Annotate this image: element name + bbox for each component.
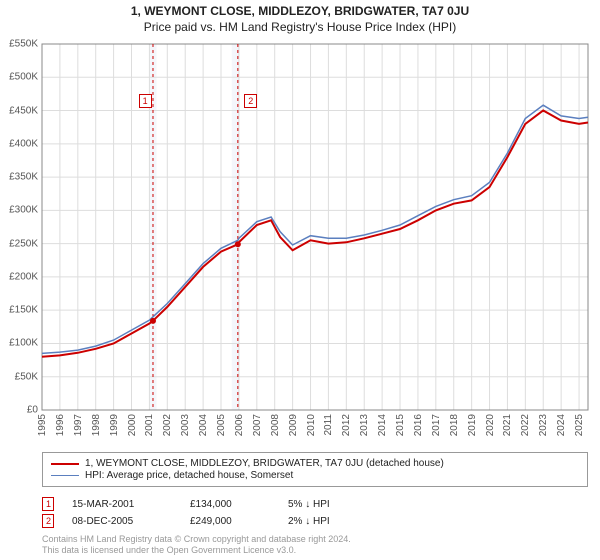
x-tick-label: 2000 xyxy=(127,414,138,454)
y-tick-label: £0 xyxy=(0,405,38,416)
footnote-date: 15-MAR-2001 xyxy=(72,499,172,510)
x-tick-label: 2015 xyxy=(395,414,406,454)
footnote-badge: 2 xyxy=(42,514,54,528)
plot-svg xyxy=(42,44,588,410)
x-tick-label: 1996 xyxy=(55,414,66,454)
footnote-delta: 2% ↓ HPI xyxy=(288,516,368,527)
x-tick-label: 2011 xyxy=(323,414,334,454)
x-tick-label: 2017 xyxy=(431,414,442,454)
x-tick-label: 2012 xyxy=(341,414,352,454)
x-tick-label: 2006 xyxy=(234,414,245,454)
x-tick-label: 2016 xyxy=(413,414,424,454)
x-tick-label: 2019 xyxy=(467,414,478,454)
x-tick-label: 2009 xyxy=(288,414,299,454)
chart-container: 1, WEYMONT CLOSE, MIDDLEZOY, BRIDGWATER,… xyxy=(0,0,600,560)
legend-item-hpi: HPI: Average price, detached house, Some… xyxy=(51,470,579,481)
plot-area: £0£50K£100K£150K£200K£250K£300K£350K£400… xyxy=(42,44,588,410)
y-tick-label: £450K xyxy=(0,105,38,116)
x-tick-label: 2002 xyxy=(162,414,173,454)
x-tick-label: 2003 xyxy=(180,414,191,454)
x-tick-label: 1998 xyxy=(91,414,102,454)
footnote-row: 1 15-MAR-2001 £134,000 5% ↓ HPI xyxy=(42,497,588,511)
footnotes: 1 15-MAR-2001 £134,000 5% ↓ HPI 2 08-DEC… xyxy=(42,494,588,531)
y-tick-label: £200K xyxy=(0,271,38,282)
copyright: Contains HM Land Registry data © Crown c… xyxy=(42,534,588,556)
x-tick-label: 1999 xyxy=(109,414,120,454)
copyright-line: Contains HM Land Registry data © Crown c… xyxy=(42,534,588,545)
x-tick-label: 2022 xyxy=(520,414,531,454)
x-tick-label: 2010 xyxy=(306,414,317,454)
marker-label: 2 xyxy=(244,94,257,108)
footnote-price: £134,000 xyxy=(190,499,270,510)
y-tick-label: £50K xyxy=(0,371,38,382)
y-tick-label: £150K xyxy=(0,305,38,316)
x-tick-label: 2013 xyxy=(359,414,370,454)
legend-swatch-property xyxy=(51,463,79,465)
x-tick-label: 2023 xyxy=(538,414,549,454)
x-tick-label: 2001 xyxy=(144,414,155,454)
legend-item-property: 1, WEYMONT CLOSE, MIDDLEZOY, BRIDGWATER,… xyxy=(51,458,579,469)
y-tick-label: £400K xyxy=(0,138,38,149)
y-tick-label: £300K xyxy=(0,205,38,216)
footnote-badge: 1 xyxy=(42,497,54,511)
y-tick-label: £250K xyxy=(0,238,38,249)
marker-label: 1 xyxy=(139,94,152,108)
footnote-price: £249,000 xyxy=(190,516,270,527)
footnote-delta: 5% ↓ HPI xyxy=(288,499,368,510)
x-tick-label: 2004 xyxy=(198,414,209,454)
x-tick-label: 1997 xyxy=(73,414,84,454)
x-tick-label: 2018 xyxy=(449,414,460,454)
x-tick-label: 1995 xyxy=(37,414,48,454)
legend: 1, WEYMONT CLOSE, MIDDLEZOY, BRIDGWATER,… xyxy=(42,452,588,487)
y-tick-label: £100K xyxy=(0,338,38,349)
x-tick-label: 2024 xyxy=(556,414,567,454)
legend-label-hpi: HPI: Average price, detached house, Some… xyxy=(85,470,293,481)
x-tick-label: 2014 xyxy=(377,414,388,454)
y-tick-label: £550K xyxy=(0,39,38,50)
footnote-row: 2 08-DEC-2005 £249,000 2% ↓ HPI xyxy=(42,514,588,528)
x-tick-label: 2021 xyxy=(502,414,513,454)
y-tick-label: £500K xyxy=(0,72,38,83)
chart-title: 1, WEYMONT CLOSE, MIDDLEZOY, BRIDGWATER,… xyxy=(0,0,600,18)
x-tick-label: 2020 xyxy=(485,414,496,454)
x-tick-label: 2007 xyxy=(252,414,263,454)
x-tick-label: 2025 xyxy=(574,414,585,454)
legend-label-property: 1, WEYMONT CLOSE, MIDDLEZOY, BRIDGWATER,… xyxy=(85,458,444,469)
x-tick-label: 2005 xyxy=(216,414,227,454)
y-tick-label: £350K xyxy=(0,172,38,183)
x-tick-label: 2008 xyxy=(270,414,281,454)
legend-swatch-hpi xyxy=(51,475,79,476)
footnote-date: 08-DEC-2005 xyxy=(72,516,172,527)
copyright-line: This data is licensed under the Open Gov… xyxy=(42,545,588,556)
chart-subtitle: Price paid vs. HM Land Registry's House … xyxy=(0,18,600,40)
